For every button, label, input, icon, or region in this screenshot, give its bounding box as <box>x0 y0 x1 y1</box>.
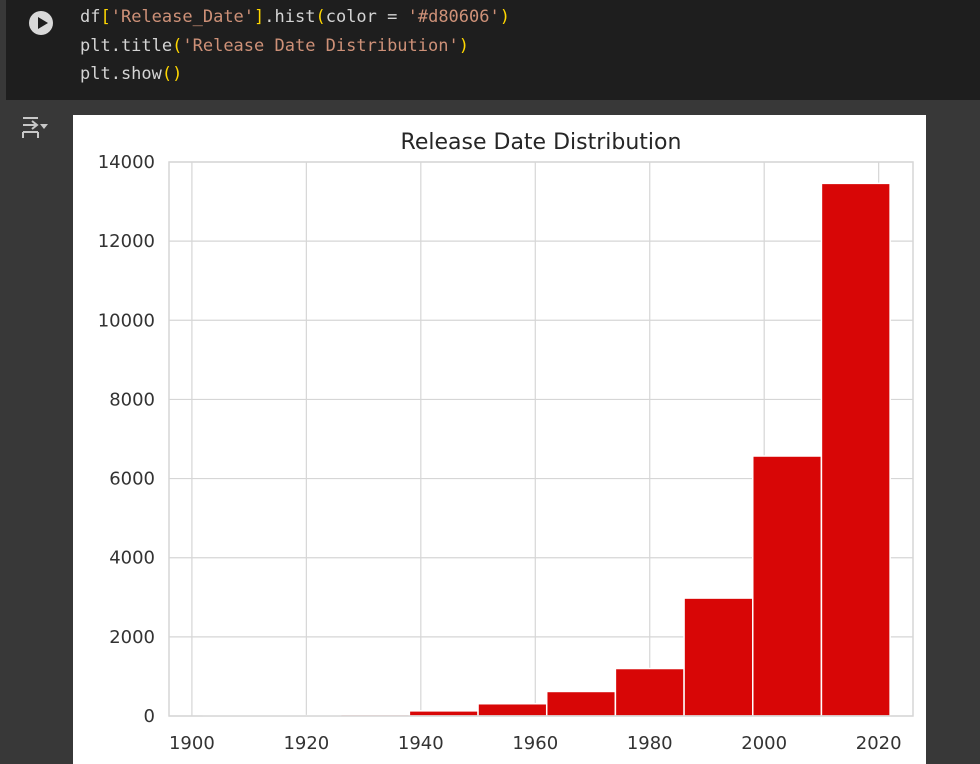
code-token: ( <box>161 64 173 84</box>
code-token: ] <box>254 7 265 27</box>
code-line: plt.title('Release Date Distribution') <box>80 32 510 61</box>
code-token: ) <box>172 64 183 84</box>
histogram-bar <box>752 455 823 717</box>
x-tick-label: 1940 <box>398 733 444 754</box>
code-token: ) <box>458 35 469 56</box>
y-tick-label: 10000 <box>98 310 155 331</box>
x-tick-label: 1980 <box>627 733 673 754</box>
plot-frame <box>168 161 914 717</box>
output-toggle-icon <box>22 117 48 138</box>
code-token: '#d80606' <box>407 7 500 27</box>
histogram-bar <box>683 597 754 717</box>
x-tick-label: 1960 <box>512 733 558 754</box>
y-tick-label: 4000 <box>109 548 155 569</box>
histogram-bar <box>477 702 548 717</box>
run-cell-button[interactable] <box>29 11 53 35</box>
code-token: .hist <box>264 7 316 27</box>
x-tick-label: 1900 <box>169 733 215 754</box>
y-tick-label: 14000 <box>98 152 155 173</box>
y-tick-label: 6000 <box>109 469 155 490</box>
y-tick-label: 2000 <box>109 627 155 648</box>
code-token: df <box>80 7 101 27</box>
y-tick-label: 0 <box>144 706 155 727</box>
chart-title: Release Date Distribution <box>401 130 682 155</box>
code-token: ( <box>315 7 326 27</box>
code-token: plt.show <box>80 64 162 84</box>
code-token: ) <box>499 7 510 27</box>
x-tick-label: 1920 <box>283 733 329 754</box>
histogram-chart: 1900 1920 1940 1960 1980 2000 2020 0 2000 4000 600… <box>98 130 914 754</box>
histogram-bar <box>820 182 891 717</box>
y-tick-label: 12000 <box>98 231 155 252</box>
output-toggle-button[interactable] <box>20 114 50 140</box>
code-token: 'Release_Date' <box>110 7 255 27</box>
histogram-bar <box>545 690 617 717</box>
code-editor[interactable]: df['Release_Date'].hist(color = '#d80606… <box>80 3 510 89</box>
code-token: ( <box>172 35 183 56</box>
play-icon <box>38 17 48 29</box>
tick-labels: 1900 1920 1940 1960 1980 2000 2020 0 2000 4000 600… <box>98 152 902 754</box>
code-token: 'Release Date Distribution' <box>182 35 459 56</box>
code-token: [ <box>100 7 111 27</box>
cell-output: 1900 1920 1940 1960 1980 2000 2020 0 2000 4000 600… <box>73 115 926 764</box>
code-token: plt.title <box>80 35 173 56</box>
histogram-bar <box>614 667 685 717</box>
y-tick-label: 8000 <box>109 389 155 410</box>
histogram-bar <box>408 710 479 717</box>
code-token: color = <box>325 7 408 27</box>
code-line: df['Release_Date'].hist(color = '#d80606… <box>80 3 510 32</box>
x-tick-label: 2000 <box>741 733 787 754</box>
x-tick-label: 2020 <box>856 733 902 754</box>
code-line: plt.show() <box>80 60 510 89</box>
code-cell[interactable]: df['Release_Date'].hist(color = '#d80606… <box>6 0 980 100</box>
